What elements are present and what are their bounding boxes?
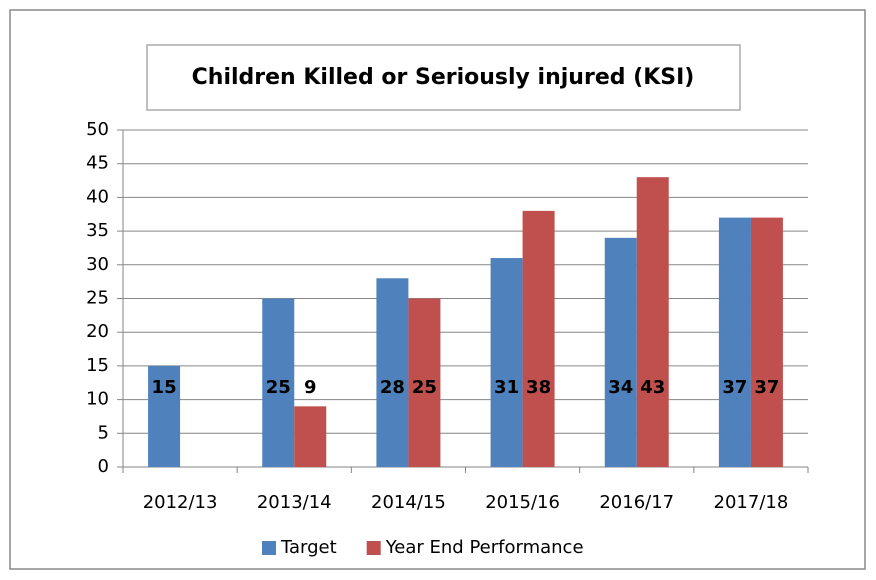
data-label: 25 [412, 377, 437, 398]
y-tick-label: 25 [86, 288, 109, 309]
bar [604, 237, 637, 467]
x-tick-label: 2014/15 [371, 492, 446, 513]
legend-label: Target [280, 537, 337, 558]
bar [148, 365, 181, 467]
bar [750, 217, 783, 467]
y-tick-label: 15 [86, 355, 109, 376]
y-tick-label: 35 [86, 220, 109, 241]
bar [376, 278, 409, 467]
data-label: 37 [722, 377, 747, 398]
y-tick-label: 5 [98, 422, 109, 443]
data-label: 15 [152, 377, 177, 398]
data-label: 38 [526, 377, 551, 398]
x-tick-label: 2017/18 [714, 492, 789, 513]
data-label: 28 [380, 377, 405, 398]
bar [522, 210, 555, 467]
y-tick-label: 40 [86, 186, 109, 207]
y-tick-label: 50 [86, 119, 109, 140]
y-tick-label: 20 [86, 321, 109, 342]
data-label: 25 [266, 377, 291, 398]
y-tick-label: 30 [86, 254, 109, 275]
x-tick-label: 2015/16 [485, 492, 560, 513]
bar [490, 258, 523, 467]
legend-swatch [366, 541, 381, 555]
title-box [146, 44, 741, 111]
legend-label: Year End Performance [385, 537, 584, 558]
x-tick-label: 2013/14 [257, 492, 332, 513]
bar [294, 406, 327, 467]
x-tick-label: 2012/13 [143, 492, 218, 513]
bar [408, 298, 441, 467]
bar [718, 217, 751, 467]
y-tick-label: 10 [86, 389, 109, 410]
data-label: 37 [754, 377, 779, 398]
bar [262, 298, 295, 467]
data-label: 34 [608, 377, 633, 398]
legend-swatch [262, 541, 276, 555]
data-label: 43 [640, 377, 665, 398]
chart-title: Children Killed or Seriously injured (KS… [192, 65, 695, 90]
x-tick-label: 2016/17 [599, 492, 674, 513]
bar [636, 177, 669, 467]
y-tick-label: 0 [98, 456, 109, 477]
y-tick-label: 45 [86, 153, 109, 174]
data-label: 9 [304, 377, 317, 398]
data-label: 31 [494, 377, 519, 398]
